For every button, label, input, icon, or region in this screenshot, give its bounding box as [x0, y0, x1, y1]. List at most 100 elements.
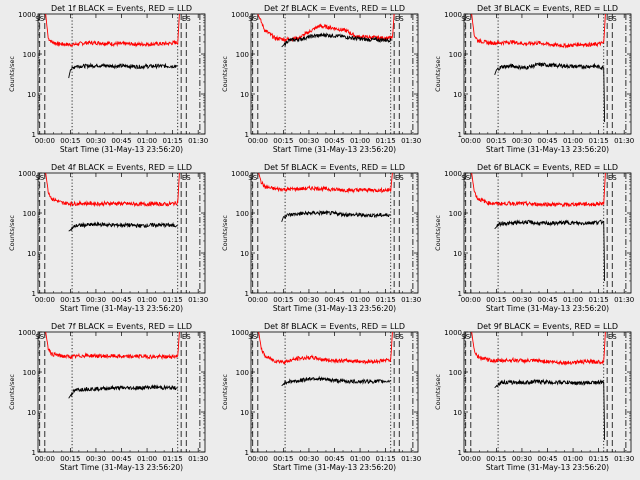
- y-tick-label: 1000: [444, 11, 462, 19]
- y-axis-label: Counts/sec: [221, 374, 229, 410]
- event-marker-label: ES: [182, 15, 191, 23]
- x-tick-label: 00:45: [111, 455, 131, 463]
- y-axis-label: Counts/sec: [221, 56, 229, 92]
- y-tick-label: 10: [27, 250, 36, 258]
- x-axis-label: Start Time (31-May-13 23:56:20): [60, 304, 183, 313]
- x-tick-label: 01:00: [137, 296, 157, 304]
- y-axis-label: Counts/sec: [434, 374, 442, 410]
- y-tick-label: 10: [27, 91, 36, 99]
- x-tick-label: 00:00: [248, 296, 268, 304]
- x-tick-label: 01:30: [188, 455, 208, 463]
- x-tick-label: 01:15: [589, 296, 609, 304]
- x-tick-label: 00:00: [461, 296, 481, 304]
- y-tick-label: 100: [449, 210, 462, 218]
- event-marker-label: ES: [182, 333, 191, 341]
- x-tick-label: 00:30: [512, 137, 532, 145]
- chart-panel: Det 5f BLACK = Events, RED = LLD 1 10 100 10…: [221, 163, 421, 313]
- event-marker-label: SS: [248, 333, 257, 341]
- x-tick-label: 00:15: [486, 137, 506, 145]
- x-tick-label: 00:30: [86, 137, 106, 145]
- events-series-line: [281, 375, 391, 387]
- x-tick-label: 01:00: [350, 296, 370, 304]
- x-tick-label: 00:30: [512, 455, 532, 463]
- lld-series-line: [258, 172, 393, 194]
- event-marker-label: SS: [461, 333, 470, 341]
- x-tick-label: 00:45: [324, 455, 344, 463]
- x-tick-label: 00:30: [512, 296, 532, 304]
- x-tick-label: 00:15: [60, 455, 80, 463]
- x-tick-label: 00:30: [299, 296, 319, 304]
- x-tick-label: 00:45: [537, 137, 557, 145]
- y-tick-label: 1: [32, 131, 36, 139]
- y-axis-label: Counts/sec: [434, 56, 442, 92]
- y-tick-label: 100: [23, 51, 36, 59]
- x-tick-label: 00:15: [60, 296, 80, 304]
- x-tick-label: 01:15: [163, 137, 183, 145]
- y-tick-label: 1: [458, 290, 462, 298]
- lld-series-line: [45, 13, 180, 48]
- y-axis-label: Counts/sec: [8, 215, 16, 251]
- chart-panel: Det 9f BLACK = Events, RED = LLD 1 10 100 10…: [434, 322, 634, 472]
- plot-frame: [463, 172, 632, 294]
- chart-panel: Det 6f BLACK = Events, RED = LLD 1 10 100 10…: [434, 163, 634, 313]
- x-tick-label: 01:00: [563, 137, 583, 145]
- y-tick-label: 10: [453, 91, 462, 99]
- x-tick-label: 01:15: [376, 455, 396, 463]
- event-marker-label: ES: [395, 333, 404, 341]
- y-tick-label: 1000: [444, 329, 462, 337]
- y-tick-label: 1: [32, 290, 36, 298]
- x-tick-label: 00:30: [299, 455, 319, 463]
- x-tick-label: 00:00: [461, 455, 481, 463]
- x-axis-label: Start Time (31-May-13 23:56:20): [486, 463, 609, 472]
- x-tick-label: 01:15: [163, 296, 183, 304]
- events-series-line: [281, 209, 391, 223]
- event-marker-label: SS: [461, 15, 470, 23]
- x-tick-label: 00:00: [35, 296, 55, 304]
- x-tick-label: 00:15: [273, 455, 293, 463]
- y-tick-label: 1000: [231, 11, 249, 19]
- plot-frame: [37, 13, 206, 135]
- x-tick-label: 01:15: [589, 137, 609, 145]
- y-tick-label: 1: [458, 449, 462, 457]
- y-tick-label: 1000: [231, 170, 249, 178]
- x-tick-label: 01:15: [376, 137, 396, 145]
- x-tick-label: 01:15: [589, 455, 609, 463]
- chart-title: Det 8f BLACK = Events, RED = LLD: [264, 322, 405, 331]
- y-tick-label: 100: [23, 369, 36, 377]
- event-marker-label: SS: [35, 333, 44, 341]
- x-tick-label: 00:00: [248, 455, 268, 463]
- x-tick-label: 00:15: [60, 137, 80, 145]
- x-tick-label: 00:15: [486, 296, 506, 304]
- y-tick-label: 100: [236, 51, 249, 59]
- chart-title: Det 6f BLACK = Events, RED = LLD: [477, 163, 618, 172]
- y-tick-label: 10: [240, 91, 249, 99]
- x-tick-label: 01:30: [401, 137, 421, 145]
- event-marker-label: SS: [248, 15, 257, 23]
- plot-frame: [463, 13, 632, 135]
- event-marker-label: SS: [461, 174, 470, 182]
- event-marker-label: ES: [608, 15, 617, 23]
- event-marker-label: ES: [608, 333, 617, 341]
- lld-series-line: [471, 13, 606, 49]
- y-tick-label: 1: [245, 449, 249, 457]
- y-axis-label: Counts/sec: [8, 374, 16, 410]
- lld-series-line: [258, 331, 393, 366]
- chart-title: Det 1f BLACK = Events, RED = LLD: [51, 4, 192, 13]
- y-axis-label: Counts/sec: [8, 56, 16, 92]
- plot-frame: [37, 172, 206, 294]
- lld-series-line: [45, 172, 180, 208]
- event-marker-label: SS: [35, 174, 44, 182]
- x-axis-label: Start Time (31-May-13 23:56:20): [273, 463, 396, 472]
- chart-title: Det 4f BLACK = Events, RED = LLD: [51, 163, 192, 172]
- x-axis-label: Start Time (31-May-13 23:56:20): [273, 304, 396, 313]
- y-tick-label: 1: [245, 131, 249, 139]
- x-tick-label: 01:00: [563, 455, 583, 463]
- events-series-line: [494, 378, 606, 441]
- event-marker-label: ES: [395, 15, 404, 23]
- event-marker-label: ES: [182, 174, 191, 182]
- x-tick-label: 01:15: [376, 296, 396, 304]
- chart-title: Det 7f BLACK = Events, RED = LLD: [51, 322, 192, 331]
- chart-panel: Det 7f BLACK = Events, RED = LLD 1 10 100 10…: [8, 322, 208, 472]
- x-tick-label: 01:30: [188, 137, 208, 145]
